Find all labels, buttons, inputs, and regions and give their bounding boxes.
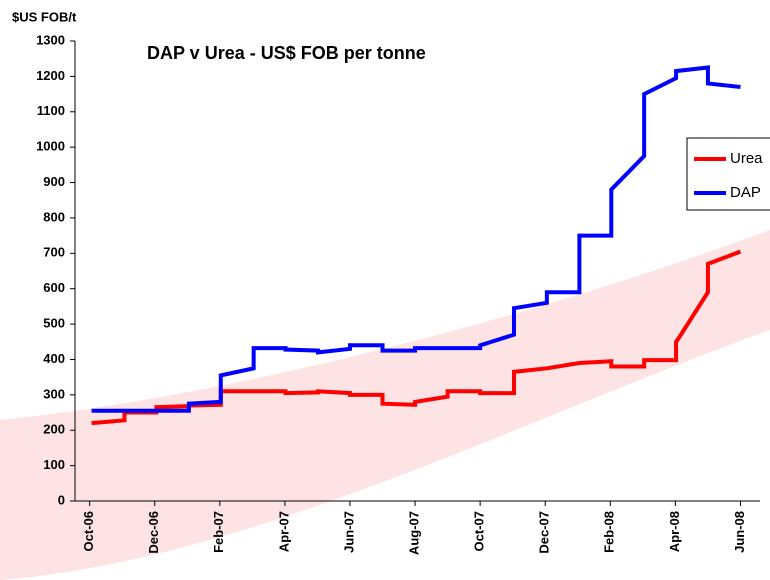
y-tick-label: 700: [43, 245, 65, 260]
y-axis-label: $US FOB/t: [12, 9, 77, 24]
legend-label: Urea: [730, 150, 763, 167]
page: {"chart_data": {"type": "line", "title":…: [0, 0, 770, 580]
x-tick-label: Jun-08: [732, 511, 747, 553]
y-tick-label: 1300: [36, 32, 65, 47]
y-tick-label: 500: [43, 316, 65, 331]
y-tick-label: 1200: [36, 68, 65, 83]
chart: $US FOB/t DAP v Urea - US$ FOB per tonne…: [0, 0, 770, 580]
x-tick-label: Dec-07: [537, 511, 552, 554]
y-tick-label: 0: [58, 492, 65, 507]
x-tick-label: Oct-06: [81, 511, 96, 551]
chart-title: DAP v Urea - US$ FOB per tonne: [147, 43, 426, 63]
y-tick-label: 100: [43, 457, 65, 472]
y-tick-label: 1100: [37, 103, 65, 118]
x-tick-label: Aug-07: [406, 511, 421, 555]
y-tick-label: 300: [43, 386, 65, 401]
x-tick-label: Dec-06: [146, 511, 161, 554]
x-tick-label: Apr-07: [276, 511, 291, 552]
y-tick-label: 600: [43, 280, 65, 295]
x-tick-label: Oct-07: [472, 511, 487, 551]
y-tick-label: 400: [43, 351, 65, 366]
x-tick-label: Apr-08: [667, 511, 682, 552]
y-tick-label: 200: [43, 422, 65, 437]
y-tick-label: 1000: [36, 139, 65, 154]
y-tick-label: 900: [43, 174, 65, 189]
x-tick-label: Feb-07: [211, 511, 226, 553]
x-tick-label: Jun-07: [341, 511, 356, 553]
legend-label: DAP: [730, 184, 761, 201]
y-tick-label: 800: [43, 209, 65, 224]
x-tick-label: Feb-08: [602, 511, 617, 553]
